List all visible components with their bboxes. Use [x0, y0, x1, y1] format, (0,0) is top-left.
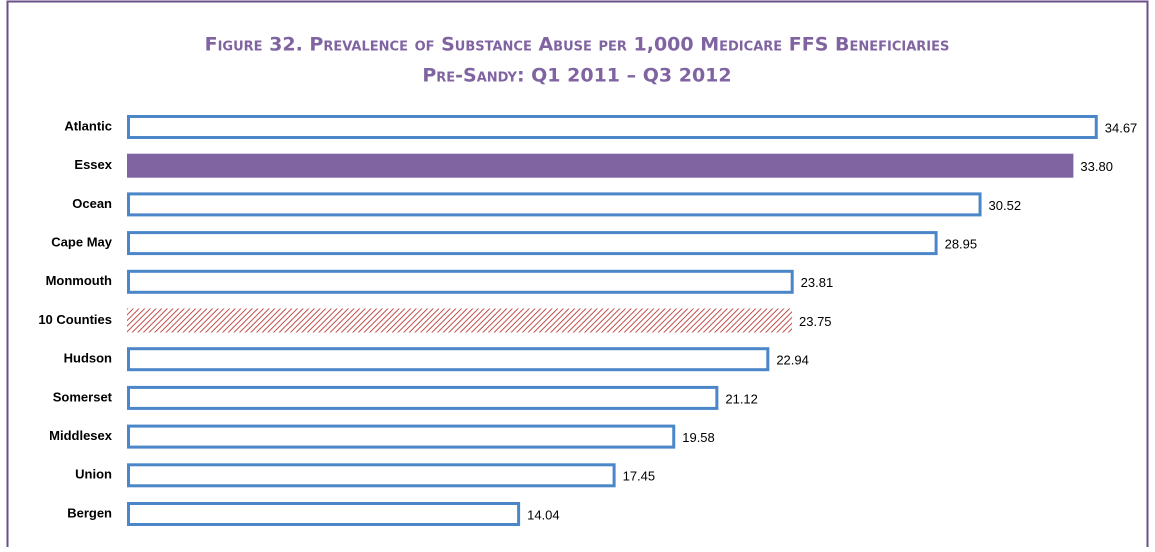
value-label: 19.58 [682, 430, 715, 445]
bar [127, 347, 770, 372]
bar [127, 269, 794, 294]
bar [127, 463, 616, 488]
y-tick-label: Middlesex [49, 428, 113, 443]
value-label: 28.95 [945, 237, 978, 252]
value-label: 21.12 [725, 391, 758, 406]
value-label: 14.04 [527, 507, 560, 522]
y-tick-label: Monmouth [46, 273, 112, 288]
value-label: 23.75 [799, 314, 832, 329]
y-tick-label: Somerset [53, 389, 113, 404]
value-label: 22.94 [776, 353, 809, 368]
value-label: 33.80 [1080, 159, 1113, 174]
value-label: 30.52 [989, 198, 1022, 213]
y-tick-label: Union [75, 467, 112, 482]
value-label: 17.45 [623, 469, 656, 484]
y-tick-label: Bergen [67, 505, 112, 520]
bar [127, 308, 792, 333]
y-tick-label: Ocean [72, 196, 112, 211]
bar [127, 385, 719, 410]
bar [127, 424, 676, 449]
chart-subtitle: Pre-Sandy: Q1 2011 – Q3 2012 [422, 65, 731, 87]
bar [127, 502, 521, 526]
frame [6, 0, 1149, 552]
y-tick-label: Cape May [51, 235, 112, 250]
chart-title: Figure 32. Prevalence of Substance Abuse… [205, 34, 950, 56]
bar [127, 115, 1098, 139]
y-tick-label: Atlantic [64, 118, 112, 133]
value-label: 23.81 [801, 275, 834, 290]
value-label: 34.67 [1105, 120, 1138, 135]
bar [127, 192, 982, 217]
y-tick-label: Essex [74, 157, 112, 172]
y-tick-label: 10 Counties [38, 312, 112, 327]
y-tick-label: Hudson [64, 351, 112, 366]
bar [127, 231, 938, 256]
bar [127, 153, 1074, 178]
